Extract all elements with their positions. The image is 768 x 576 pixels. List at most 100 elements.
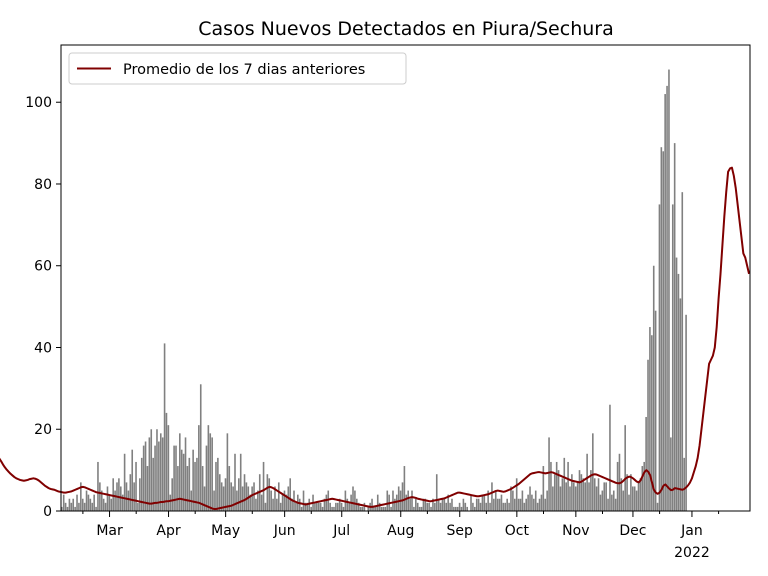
y-tick-label: 20 <box>34 422 52 438</box>
bar <box>201 466 204 511</box>
bar <box>127 490 130 511</box>
bar <box>430 506 432 511</box>
bar <box>62 494 65 511</box>
bar <box>595 486 598 511</box>
bar <box>140 457 143 511</box>
bar <box>386 490 389 511</box>
bar <box>112 478 114 511</box>
bar <box>458 502 461 511</box>
bar <box>574 486 577 511</box>
bar <box>363 502 366 511</box>
bar <box>228 466 231 511</box>
bar <box>407 490 409 511</box>
bar <box>279 502 282 511</box>
bar <box>611 494 613 511</box>
bar <box>218 474 221 511</box>
bar <box>612 490 615 511</box>
bar <box>314 502 316 511</box>
bar <box>420 506 423 511</box>
bar <box>80 482 82 511</box>
bar <box>317 502 320 511</box>
bar <box>567 461 569 511</box>
y-tick-label: 60 <box>34 259 52 275</box>
bar <box>331 506 333 511</box>
bar <box>529 486 531 511</box>
y-tick-label: 100 <box>25 95 52 111</box>
bar <box>451 498 453 511</box>
bar <box>68 498 71 511</box>
x-tick-label: Aug <box>387 523 414 539</box>
bar <box>513 498 516 511</box>
bar <box>662 151 665 511</box>
bar <box>599 494 602 511</box>
bar <box>502 502 505 511</box>
bar <box>647 359 649 511</box>
bar <box>106 486 109 511</box>
bar <box>552 486 554 511</box>
bar <box>357 502 360 511</box>
bar <box>121 494 124 511</box>
bar <box>217 457 219 511</box>
bar <box>422 498 425 511</box>
moving-average-line <box>0 166 751 510</box>
y-tick-label: 40 <box>34 340 52 356</box>
bar <box>546 490 548 511</box>
bar <box>673 143 676 512</box>
bar <box>257 490 259 511</box>
bar <box>306 502 309 511</box>
bar <box>664 94 666 512</box>
bar <box>192 449 194 511</box>
bar <box>211 437 213 511</box>
bar <box>597 478 600 511</box>
bar <box>544 498 547 511</box>
bar <box>641 466 644 511</box>
bar <box>384 506 387 511</box>
bar <box>550 461 552 511</box>
bar <box>557 470 560 511</box>
bar <box>479 502 482 511</box>
bar <box>498 498 501 511</box>
bar <box>264 502 267 511</box>
bar <box>165 412 168 511</box>
bar <box>555 461 558 511</box>
bar <box>64 502 67 511</box>
bar <box>527 494 529 511</box>
bar <box>207 425 210 511</box>
bar <box>542 466 545 511</box>
bar <box>327 490 330 511</box>
bar <box>245 482 248 511</box>
bar <box>626 474 628 511</box>
bar <box>681 192 684 511</box>
bar <box>205 445 208 511</box>
bar <box>375 506 377 511</box>
bar <box>534 490 537 511</box>
bar <box>338 498 341 511</box>
bar <box>361 506 364 511</box>
bar <box>99 482 101 511</box>
bar <box>437 498 440 511</box>
bar <box>426 502 429 511</box>
bar <box>466 506 469 511</box>
bar <box>272 498 274 511</box>
bar <box>456 506 459 511</box>
bar <box>390 506 392 511</box>
bar <box>295 502 297 511</box>
bar <box>321 506 324 511</box>
bar <box>154 445 156 511</box>
bar <box>645 416 647 511</box>
bar <box>382 506 385 511</box>
x-tick-label: Dec <box>619 523 646 539</box>
bar <box>675 257 678 511</box>
bar <box>213 490 215 511</box>
bar <box>135 461 137 511</box>
bar <box>91 502 94 511</box>
bar <box>104 502 107 511</box>
bar <box>277 482 280 511</box>
x-tick-label: Apr <box>156 523 180 539</box>
bar <box>493 498 495 511</box>
bar <box>184 437 187 511</box>
bar <box>521 490 524 511</box>
bar <box>137 502 139 511</box>
bar <box>238 478 240 511</box>
bar <box>203 486 206 511</box>
